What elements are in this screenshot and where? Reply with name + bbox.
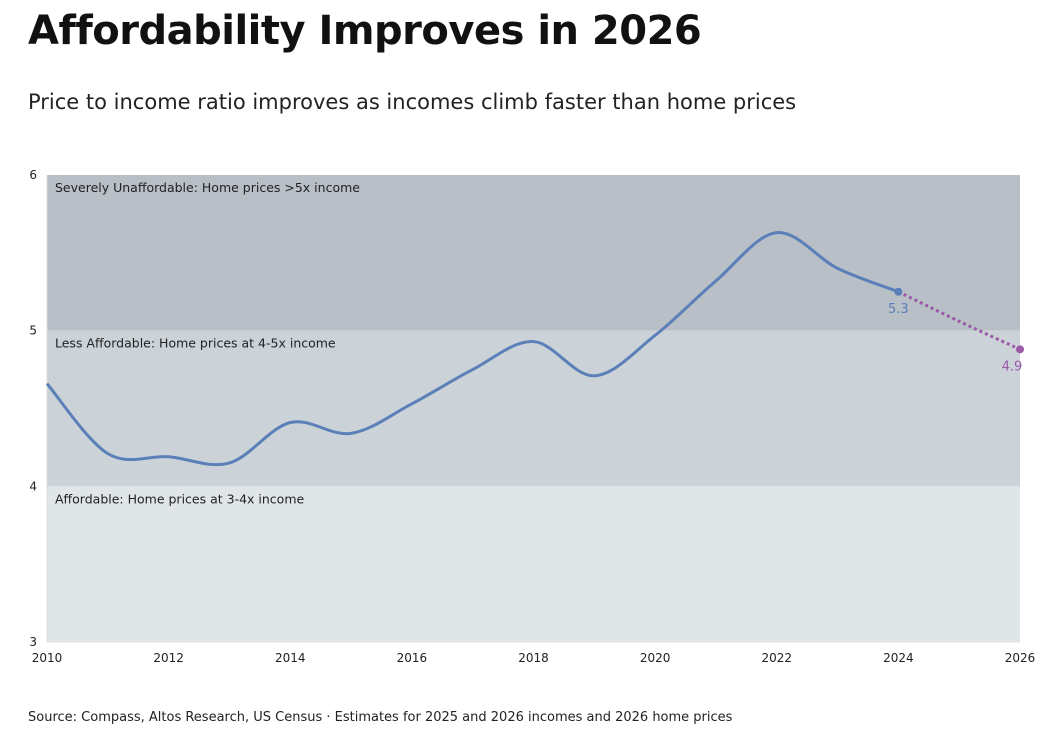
data-point xyxy=(894,287,903,296)
source-note: Source: Compass, Altos Research, US Cens… xyxy=(28,710,733,725)
band-label: Affordable: Home prices at 3-4x income xyxy=(55,491,305,506)
x-tick-label: 2020 xyxy=(640,651,671,665)
x-tick-label: 2026 xyxy=(1005,651,1036,665)
y-tick-label: 3 xyxy=(29,635,37,649)
series-line-0 xyxy=(45,231,899,467)
x-tick-label: 2016 xyxy=(397,651,428,665)
x-tick-label: 2024 xyxy=(883,651,914,665)
x-tick-label: 2010 xyxy=(32,651,63,665)
y-tick-label: 5 xyxy=(29,324,37,338)
band-0 xyxy=(47,175,1020,331)
band-label: Severely Unaffordable: Home prices >5x i… xyxy=(55,180,360,195)
data-label: 5.3 xyxy=(888,302,909,317)
y-tick-label: 4 xyxy=(29,479,37,493)
chart-subtitle: Price to income ratio improves as income… xyxy=(28,90,797,114)
band-1 xyxy=(47,330,1020,487)
series-line-1 xyxy=(897,290,1021,351)
data-point xyxy=(1016,345,1024,354)
band-2 xyxy=(47,486,1020,642)
data-label: 4.9 xyxy=(1002,359,1023,374)
band-label: Less Affordable: Home prices at 4-5x inc… xyxy=(55,336,336,351)
y-tick-label: 6 xyxy=(29,168,37,182)
x-tick-label: 2014 xyxy=(275,651,306,665)
x-tick-label: 2022 xyxy=(761,651,792,665)
x-tick-label: 2018 xyxy=(518,651,549,665)
chart-title: Affordability Improves in 2026 xyxy=(28,8,702,54)
x-tick-label: 2012 xyxy=(153,651,184,665)
